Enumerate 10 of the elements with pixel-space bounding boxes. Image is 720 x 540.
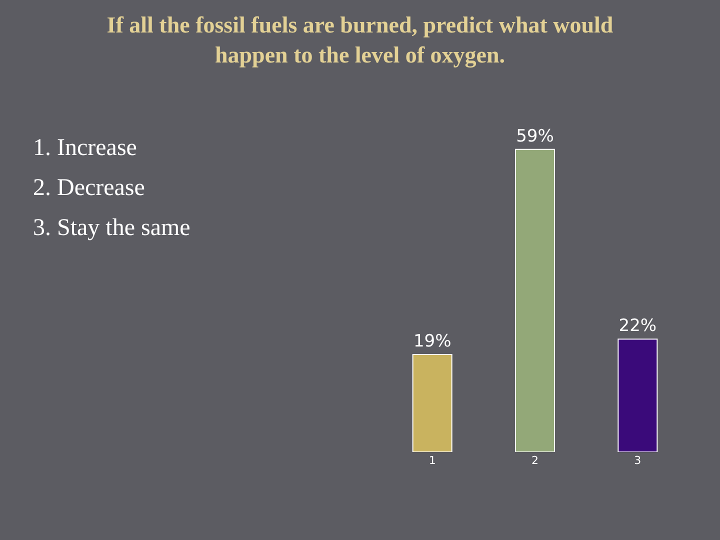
chart-title: If all the fossil fuels are burned, predict what would happen to the level of oxygen. bbox=[106, 12, 614, 68]
x-tick-label: 3 bbox=[634, 454, 642, 467]
x-tick-label: 1 bbox=[428, 454, 436, 467]
data-label: 59% bbox=[516, 126, 554, 146]
text: 3. Stay the same bbox=[33, 215, 190, 241]
x-tick-label: 2 bbox=[532, 454, 538, 467]
text: 1. Increase bbox=[33, 135, 137, 161]
text: 2. Decrease bbox=[33, 175, 145, 201]
data-label: 22% bbox=[618, 316, 657, 336]
data-label: 19% bbox=[413, 332, 452, 352]
